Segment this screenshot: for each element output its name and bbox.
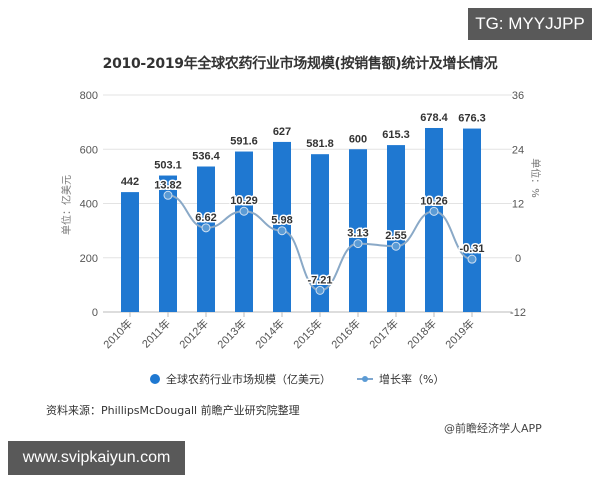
bar (159, 175, 177, 312)
bar-value-label: 615.3 (382, 129, 410, 141)
growth-point (429, 206, 439, 216)
left-tick-label: 0 (92, 307, 98, 319)
right-tick-label: 12 (512, 199, 524, 211)
growth-value-label: 13.82 (154, 179, 182, 191)
right-tick-label: -12 (510, 307, 526, 319)
x-tick-label: 2014年 (252, 316, 287, 351)
left-tick-label: 600 (80, 144, 98, 156)
x-tick-label: 2011年 (139, 316, 173, 350)
line-series: 13.82 6.62 10.29 5.98 -7.21 3.13 2.55 10.26 -0.3… (153, 178, 486, 295)
right-tick-label: 36 (512, 90, 524, 102)
chart-title: 2010-2019年全球农药行业市场规模(按销售额)统计及增长情况 (102, 56, 498, 72)
right-tick-label: 24 (512, 144, 524, 156)
growth-value-label: 5.98 (271, 215, 292, 227)
bar (235, 151, 253, 312)
growth-point (277, 226, 287, 236)
bar (463, 128, 481, 312)
growth-point (353, 239, 363, 249)
bar-value-label: 676.3 (458, 113, 486, 125)
bar (349, 149, 367, 312)
left-tick-label: 200 (80, 253, 98, 265)
bar-value-label: 442 (121, 176, 139, 188)
bar-value-label: 591.6 (230, 136, 258, 148)
right-axis-title: 单位：% (529, 158, 542, 198)
bar (425, 127, 443, 312)
bar (197, 166, 215, 312)
bar-value-label: 581.8 (306, 138, 334, 150)
bar-value-label: 678.4 (420, 112, 448, 124)
bar-legend-marker-icon (150, 374, 160, 384)
growth-point (163, 190, 173, 200)
legend-line-label: 增长率（%） (379, 373, 445, 386)
combo-chart: 442 503.1 536.4 591.6 627 581.8 600 615.3 678.4 6… (60, 90, 542, 351)
x-tick-label: 2017年 (366, 316, 401, 351)
bar-value-label: 627 (273, 126, 291, 138)
bar-value-label: 536.4 (192, 151, 220, 163)
growth-point (201, 223, 211, 233)
bar (121, 192, 139, 312)
growth-value-label: 10.26 (420, 195, 448, 207)
x-tick-label: 2016年 (328, 316, 363, 351)
legend: 全球农药行业市场规模（亿美元） 增长率（%） (150, 371, 444, 387)
growth-value-label: 3.13 (347, 228, 368, 240)
right-axis-ticks: -12 0 12 24 36 (510, 90, 526, 319)
legend-bar-label: 全球农药行业市场规模（亿美元） (166, 373, 331, 386)
growth-value-label: 6.62 (195, 212, 216, 224)
growth-value-label: 2.55 (385, 230, 406, 242)
growth-value-label: -7.21 (307, 274, 332, 286)
left-axis-ticks: 0 200 400 600 800 (80, 90, 98, 319)
left-axis-title: 单位：亿美元 (60, 175, 73, 235)
x-tick-label: 2012年 (176, 316, 211, 351)
left-tick-label: 800 (80, 90, 98, 102)
growth-value-label: 10.29 (230, 195, 258, 207)
bar (387, 145, 405, 312)
x-axis-ticks: 2010年 2011年 2012年 2013年 2014年 2015年 2016年 2017年… (100, 316, 477, 351)
x-tick-label: 2019年 (442, 316, 477, 351)
x-tick-label: 2013年 (214, 316, 249, 351)
right-tick-label: 0 (515, 253, 521, 265)
growth-point (467, 254, 477, 264)
growth-point (239, 206, 249, 216)
bar (311, 154, 329, 312)
line-legend-marker-icon (357, 374, 373, 384)
credit-note: @前瞻经济学人APP (444, 422, 542, 435)
growth-point (391, 241, 401, 251)
left-tick-label: 400 (80, 199, 98, 211)
x-tick-label: 2015年 (290, 316, 325, 351)
x-tick-label: 2010年 (100, 316, 135, 351)
source-note: 资料来源：PhillipsMcDougall 前瞻产业研究院整理 (46, 404, 300, 417)
bar-value-label: 600 (349, 133, 367, 145)
x-tick-label: 2018年 (404, 316, 439, 351)
url-watermark-badge: www.svipkaiyun.com (8, 441, 185, 475)
growth-value-label: -0.31 (459, 243, 484, 255)
tg-watermark-badge: TG: MYYJJPP (468, 8, 592, 40)
growth-point (315, 285, 325, 295)
bar-value-label: 503.1 (154, 160, 182, 172)
